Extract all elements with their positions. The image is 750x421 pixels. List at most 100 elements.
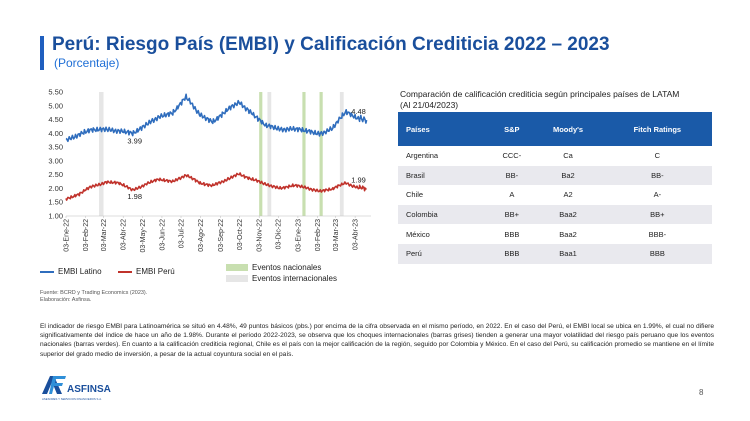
cell-sp: BB+: [490, 204, 534, 225]
event-bands: [99, 92, 344, 216]
cell-fitch: BBB: [602, 243, 712, 264]
band-evento-internacional: [99, 92, 104, 216]
x-tick-label: 03-Dic-22: [276, 219, 283, 249]
cell-country: Brasil: [398, 165, 491, 186]
page-subtitle: (Porcentaje): [54, 56, 120, 70]
page-number: 8: [699, 388, 704, 397]
x-tick-label: 03-Feb-22: [83, 219, 90, 251]
band-evento-nacional: [319, 92, 323, 216]
ratings-header-row: Países S&P Moody's Fitch Ratings: [398, 112, 712, 146]
cell-sp: CCC-: [502, 151, 522, 161]
ratings-table: Países S&P Moody's Fitch Ratings Argenti…: [398, 112, 712, 264]
data-label: 4.48: [351, 107, 366, 116]
credit-line: Elaboración: Asfinsa.: [40, 297, 92, 303]
x-tick-label: 03-Oct-22: [237, 219, 244, 250]
x-tick-label: 03-Mar-22: [101, 219, 108, 251]
y-tick-label: 2.50: [48, 170, 63, 179]
x-tick-label: 03-Jul-22: [179, 219, 186, 248]
cell-country: México: [406, 229, 430, 239]
ratings-table-title: Comparación de calificación crediticia s…: [400, 89, 679, 111]
table-row: Argentina CCC- Ca C: [398, 146, 712, 166]
analysis-paragraph: El indicador de riesgo EMBI para Latinoa…: [40, 323, 714, 358]
x-tick-label: 03-Abr-23: [353, 219, 360, 250]
data-label: 3.99: [127, 137, 142, 146]
series-line-embi-latino: [65, 93, 368, 143]
band-evento-internacional: [267, 92, 272, 216]
table-row: México BBB Baa2 BBB-: [398, 224, 712, 244]
cell-sp: BBB: [490, 243, 534, 264]
series-lines: [65, 93, 368, 201]
x-tick-label: 03-Abr-22: [121, 219, 128, 250]
band-evento-nacional: [259, 92, 263, 216]
cell-moodys: Ca: [563, 151, 573, 161]
ratings-title-text: Comparación de calificación crediticia s…: [400, 89, 680, 99]
chart-source: Fuente: BCRD y Trading Economics (2023).…: [40, 290, 147, 304]
data-label: 1.98: [127, 192, 142, 201]
x-tick-label: 03-Ene-23: [295, 219, 302, 252]
legend-eventos-nacionales: Eventos nacionales: [226, 263, 321, 272]
y-tick-label: 5.00: [48, 101, 63, 110]
cell-moodys: Baa2: [559, 229, 577, 239]
y-tick-label: 3.50: [48, 143, 63, 152]
legend-label-peru: EMBI Perú: [136, 267, 175, 276]
y-tick-label: 3.00: [48, 156, 63, 165]
header-moodys: Moody's: [533, 112, 603, 146]
cell-moodys: A2: [563, 190, 573, 200]
x-tick-label: 03-Sep-22: [218, 219, 225, 252]
cell-country: Argentina: [406, 151, 439, 161]
legend-swatch-nacionales: [226, 264, 248, 272]
x-tick-label: 03-Feb-23: [315, 219, 322, 251]
y-tick-label: 1.00: [48, 212, 63, 221]
y-tick-label: 1.50: [48, 198, 63, 207]
cell-fitch: BB+: [602, 204, 712, 225]
legend-embi-latino: EMBI Latino: [40, 267, 102, 276]
series-line-embi-peru: [65, 172, 367, 201]
y-tick-label: 4.00: [48, 129, 63, 138]
cell-sp: A: [509, 190, 515, 200]
legend-label-latino: EMBI Latino: [58, 267, 102, 276]
table-row: Colombia BB+ Baa2 BB+: [398, 204, 712, 225]
x-tick-label: 03-Ene-22: [64, 219, 71, 252]
ratings-date: (Al 21/04/2023): [400, 100, 459, 110]
x-tick-label: 03-Mar-23: [333, 219, 340, 251]
y-tick-label: 2.00: [48, 184, 63, 193]
table-row: Perú BBB Baa1 BBB: [398, 243, 712, 264]
band-evento-internacional: [339, 92, 344, 216]
page-title: Perú: Riesgo País (EMBI) y Calificación …: [52, 34, 610, 55]
header-sp: S&P: [490, 112, 534, 146]
legend-swatch-peru: [118, 270, 132, 273]
cell-country: Chile: [406, 190, 424, 200]
cell-country: Colombia: [398, 204, 491, 225]
x-tick-label: 03-Ago-22: [198, 219, 205, 252]
embi-chart: 1.00 1.50 2.00 2.50 3.00 3.50 4.00 4.50 5.00 5.50…: [48, 88, 371, 252]
table-row: Chile A A2 A-: [398, 185, 712, 205]
y-tick-label: 5.50: [48, 88, 63, 97]
legend-embi-peru: EMBI Perú: [118, 267, 175, 276]
logo-f-shape: [49, 376, 66, 394]
cell-fitch: BB-: [602, 165, 712, 186]
legend-eventos-internacionales: Eventos internacionales: [226, 274, 337, 283]
logo-a-shape: [42, 376, 62, 394]
cell-moodys: Ba2: [533, 165, 603, 186]
logo-tagline: ASESORES Y SERVICIOS FINANCIEROS S.A.: [42, 397, 102, 401]
cell-fitch: C: [654, 151, 661, 161]
x-tick-label: 03-Jun-22: [159, 219, 166, 251]
logo-text: ASFINSA: [67, 384, 111, 395]
title-accent-bar: [40, 36, 44, 70]
x-tick-label: 03-Nov-22: [257, 219, 264, 252]
data-labels: 3.99 1.98 4.48 1.99: [127, 107, 365, 201]
legend-label-internacionales: Eventos internacionales: [252, 274, 337, 283]
legend-swatch-latino: [40, 270, 54, 273]
cell-country: Perú: [398, 243, 491, 264]
asfinsa-logo: ASFINSA ASESORES Y SERVICIOS FINANCIEROS…: [42, 376, 111, 401]
legend-label-nacionales: Eventos nacionales: [252, 263, 322, 272]
header-fitch: Fitch Ratings: [602, 112, 712, 146]
data-label: 1.99: [351, 176, 366, 185]
band-evento-nacional: [302, 92, 306, 216]
cell-moodys: Baa1: [533, 243, 603, 264]
header-paises: Países: [398, 112, 491, 146]
cell-sp: BBB: [504, 229, 520, 239]
cell-fitch: A-: [653, 190, 662, 200]
chart-axes: 1.00 1.50 2.00 2.50 3.00 3.50 4.00 4.50 5.00 5.50…: [48, 88, 371, 252]
cell-moodys: Baa2: [533, 204, 603, 225]
